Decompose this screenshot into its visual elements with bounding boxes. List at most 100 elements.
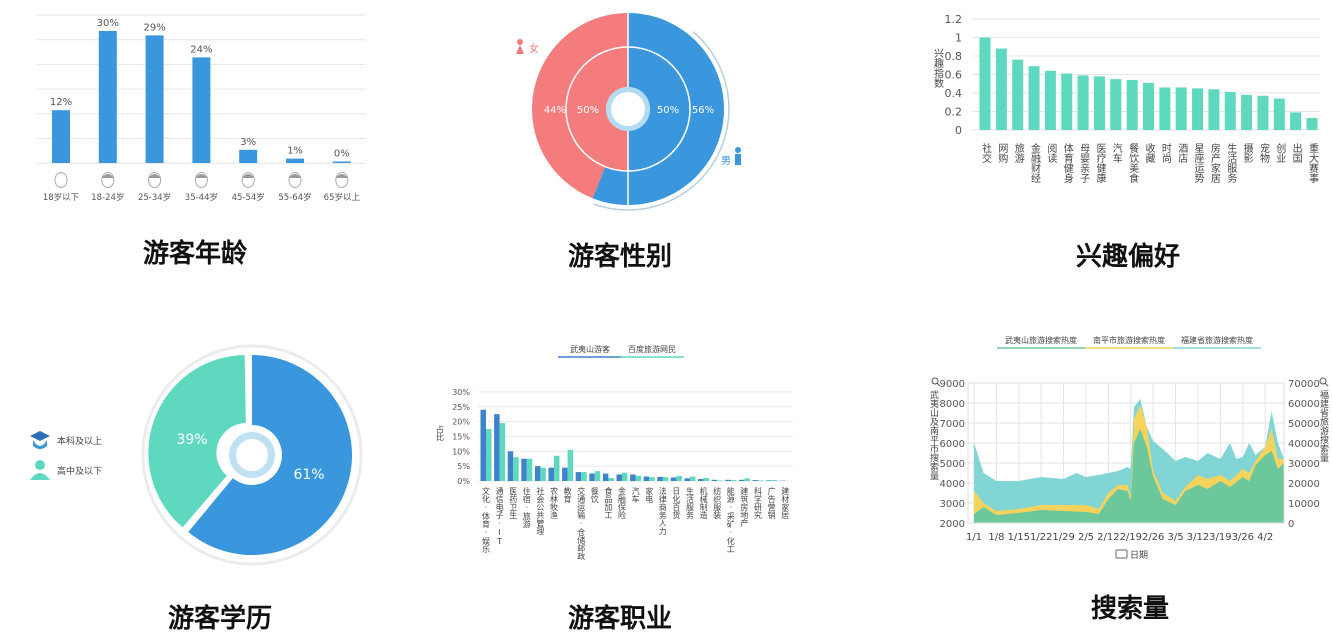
interest-chart: 00.20.40.60.811.2兴趣指数社交网购旅游金融财经阅读体育健身母婴亲… [932, 13, 1321, 272]
x-tick-label: 通信电子·IT [495, 486, 504, 546]
x-tick-label: 日化百货 [672, 487, 681, 520]
baidu-bar [486, 429, 492, 481]
occupation-chart: 武夷山游客百度旅游网民0%5%10%15%20%25%30%占比文化·体育·娱乐… [436, 344, 794, 634]
x-tick-label: 出国 [1290, 142, 1302, 164]
right-y-tick-label: 70000 [1288, 379, 1320, 390]
interest-bar [1143, 83, 1154, 130]
age-category-label: 25-34岁 [138, 192, 171, 203]
center-hole [236, 439, 268, 471]
wuyi-bar [562, 468, 568, 481]
interest-bar [1176, 87, 1187, 130]
left-y-tick-label: 3000 [940, 499, 965, 510]
baidu-bar [758, 480, 764, 481]
age-chart-title: 游客年龄 [143, 238, 248, 269]
legend-label: 武夷山旅游搜索热度 [1005, 335, 1077, 345]
legend-label: 武夷山游客 [570, 344, 610, 354]
baidu-bar [649, 477, 655, 481]
x-tick-label: 阅读 [1045, 142, 1057, 164]
age-category-label: 18岁以下 [43, 192, 80, 203]
y-tick-label: 15% [452, 432, 470, 441]
x-tick-label: 创业 [1274, 142, 1286, 163]
right-y-tick-label: 0 [1288, 519, 1294, 530]
age-category-label: 65岁以上 [324, 192, 361, 203]
right-y-tick-label: 40000 [1288, 439, 1320, 450]
calendar-icon [1116, 550, 1127, 558]
right-y-tick-label: 30000 [1288, 459, 1320, 470]
center-hole [611, 92, 645, 126]
interest-bar [996, 49, 1007, 130]
wuyi-bar [617, 474, 623, 481]
x-tick-label: 汽车 [631, 486, 640, 504]
face-icon [102, 173, 114, 188]
female-outer-label: 44% [544, 105, 566, 116]
x-tick-label: 交通运输·仓储邮政 [577, 486, 586, 561]
interest-bar [1290, 112, 1301, 130]
highschool-legend-label: 高中及以下 [57, 465, 102, 477]
baidu-bar [717, 480, 723, 481]
left-y-tick-label: 4000 [940, 479, 965, 490]
wuyi-bar [535, 466, 541, 481]
baidu-bar [622, 473, 628, 481]
female-inner-label: 50% [577, 105, 599, 116]
x-tick-label: 医药卫生 [509, 487, 518, 519]
age-data-label: 0% [334, 149, 350, 160]
age-bar [146, 35, 164, 163]
age-data-label: 24% [190, 44, 212, 55]
x-axis-label: 日期 [1130, 550, 1148, 561]
baidu-bar [744, 478, 750, 481]
baidu-bar [527, 459, 533, 481]
legend-label: 福建省旅游搜索热度 [1181, 335, 1253, 345]
interest-bar [1012, 60, 1023, 130]
x-tick-label: 纺织服装 [713, 486, 722, 520]
interest-chart-title: 兴趣偏好 [1076, 241, 1180, 272]
x-tick-label: 建筑房地产 [740, 486, 749, 528]
y-tick-label: 1 [955, 32, 962, 45]
interest-bar [1029, 66, 1040, 130]
age-chart: 12%18岁以下30%18-24岁29%25-34岁24%35-44岁3%45-… [37, 15, 366, 269]
wuyi-bar [630, 474, 636, 481]
wuyi-bar [698, 479, 704, 481]
baidu-bar [636, 476, 642, 481]
x-tick-label: 生活服务 [686, 486, 695, 520]
wuyi-bar [671, 477, 677, 481]
y-tick-label: 1.2 [945, 13, 963, 26]
age-data-label: 29% [143, 22, 165, 33]
x-tick-label: 星座运势 [1192, 143, 1204, 184]
age-bar [192, 57, 210, 163]
x-tick-label: 社交 [980, 142, 992, 164]
wuyi-bar [739, 480, 745, 481]
male-legend-label: 男 [721, 155, 731, 167]
wuyi-bar [508, 451, 514, 481]
x-tick-label: 建材家居 [781, 486, 790, 520]
baidu-bar [676, 476, 682, 481]
x-tick-label: 宠物 [1257, 142, 1269, 164]
age-category-label: 55-64岁 [278, 192, 311, 203]
left-y-axis-label: 武夷山及南平市搜索量 [928, 389, 939, 480]
baidu-bar [568, 450, 574, 481]
x-tick-label: 食品加工 [604, 486, 613, 519]
x-tick-label: 2/12 [1097, 532, 1119, 543]
x-tick-label: 农林牧渔 [550, 486, 559, 519]
left-y-tick-label: 5000 [940, 459, 965, 470]
interest-bar [1159, 87, 1170, 130]
search-icon [1320, 378, 1328, 386]
occupation-chart-title: 游客职业 [568, 603, 672, 634]
interest-bar [980, 38, 991, 131]
y-tick-label: 0.4 [945, 87, 963, 100]
right-y-tick-label: 20000 [1288, 479, 1320, 490]
x-tick-label: 3/19 [1209, 532, 1231, 543]
age-data-label: 3% [240, 137, 256, 148]
y-tick-label: 0.2 [945, 106, 963, 119]
face-icon [242, 173, 254, 188]
gender-chart-title: 游客性别 [568, 241, 672, 272]
x-tick-label: 重大赛事 [1307, 142, 1319, 183]
x-tick-label: 能源·采矿·化工 [726, 486, 735, 553]
x-tick-label: 法律商务人力 [658, 486, 667, 536]
wuyi-bar [549, 468, 555, 481]
x-tick-label: 文化·体育·娱乐 [482, 486, 491, 553]
age-category-label: 18-24岁 [91, 192, 124, 203]
x-tick-label: 2/5 [1078, 532, 1094, 543]
face-icon [289, 173, 301, 188]
right-y-axis-label: 福建省旅游搜索量 [1318, 389, 1329, 462]
